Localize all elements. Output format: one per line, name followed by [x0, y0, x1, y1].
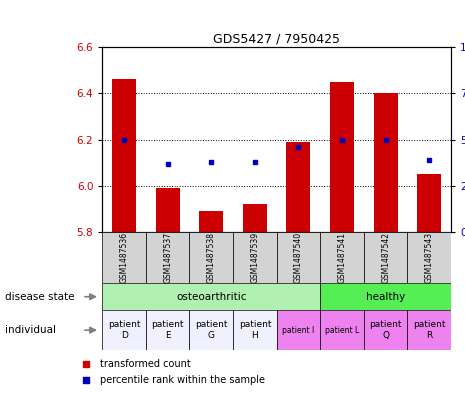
Bar [102, 310, 146, 350]
Text: patient
E: patient E [152, 320, 184, 340]
Text: patient
G: patient G [195, 320, 227, 340]
Text: patient
H: patient H [239, 320, 271, 340]
Bar [277, 232, 320, 283]
Bar [233, 232, 277, 283]
Bar [407, 232, 451, 283]
Text: percentile rank within the sample: percentile rank within the sample [100, 375, 265, 385]
Bar [233, 310, 277, 350]
Text: transformed count: transformed count [100, 359, 191, 369]
Text: patient
D: patient D [108, 320, 140, 340]
Bar [417, 174, 441, 232]
Text: GSM1487538: GSM1487538 [207, 232, 216, 283]
Text: GSM1487543: GSM1487543 [425, 232, 434, 283]
Text: GSM1487542: GSM1487542 [381, 232, 390, 283]
Text: GSM1487541: GSM1487541 [338, 232, 346, 283]
Bar [277, 310, 320, 350]
Text: patient
Q: patient Q [369, 320, 402, 340]
Text: healthy: healthy [366, 292, 405, 302]
Bar [189, 310, 233, 350]
Text: GSM1487540: GSM1487540 [294, 232, 303, 283]
Bar [364, 232, 407, 283]
Text: patient I: patient I [282, 326, 315, 334]
Bar [320, 283, 451, 310]
Bar [374, 93, 398, 232]
Text: GSM1487539: GSM1487539 [250, 232, 259, 283]
Bar [407, 310, 451, 350]
Bar [199, 211, 223, 232]
Bar [320, 232, 364, 283]
Bar [243, 204, 267, 232]
Text: disease state: disease state [5, 292, 74, 302]
Bar [189, 232, 233, 283]
Text: patient
R: patient R [413, 320, 445, 340]
Bar [146, 310, 189, 350]
Title: GDS5427 / 7950425: GDS5427 / 7950425 [213, 33, 340, 46]
Text: GSM1487536: GSM1487536 [120, 232, 129, 283]
Text: individual: individual [5, 325, 56, 335]
Bar [320, 310, 364, 350]
Bar [286, 142, 311, 232]
Text: osteoarthritic: osteoarthritic [176, 292, 246, 302]
Bar [102, 283, 320, 310]
Bar [146, 232, 189, 283]
Text: GSM1487537: GSM1487537 [163, 232, 172, 283]
Text: patient L: patient L [325, 326, 359, 334]
Bar [156, 188, 179, 232]
Bar [364, 310, 407, 350]
Bar [102, 232, 146, 283]
Bar [112, 79, 136, 232]
Bar [330, 82, 354, 232]
